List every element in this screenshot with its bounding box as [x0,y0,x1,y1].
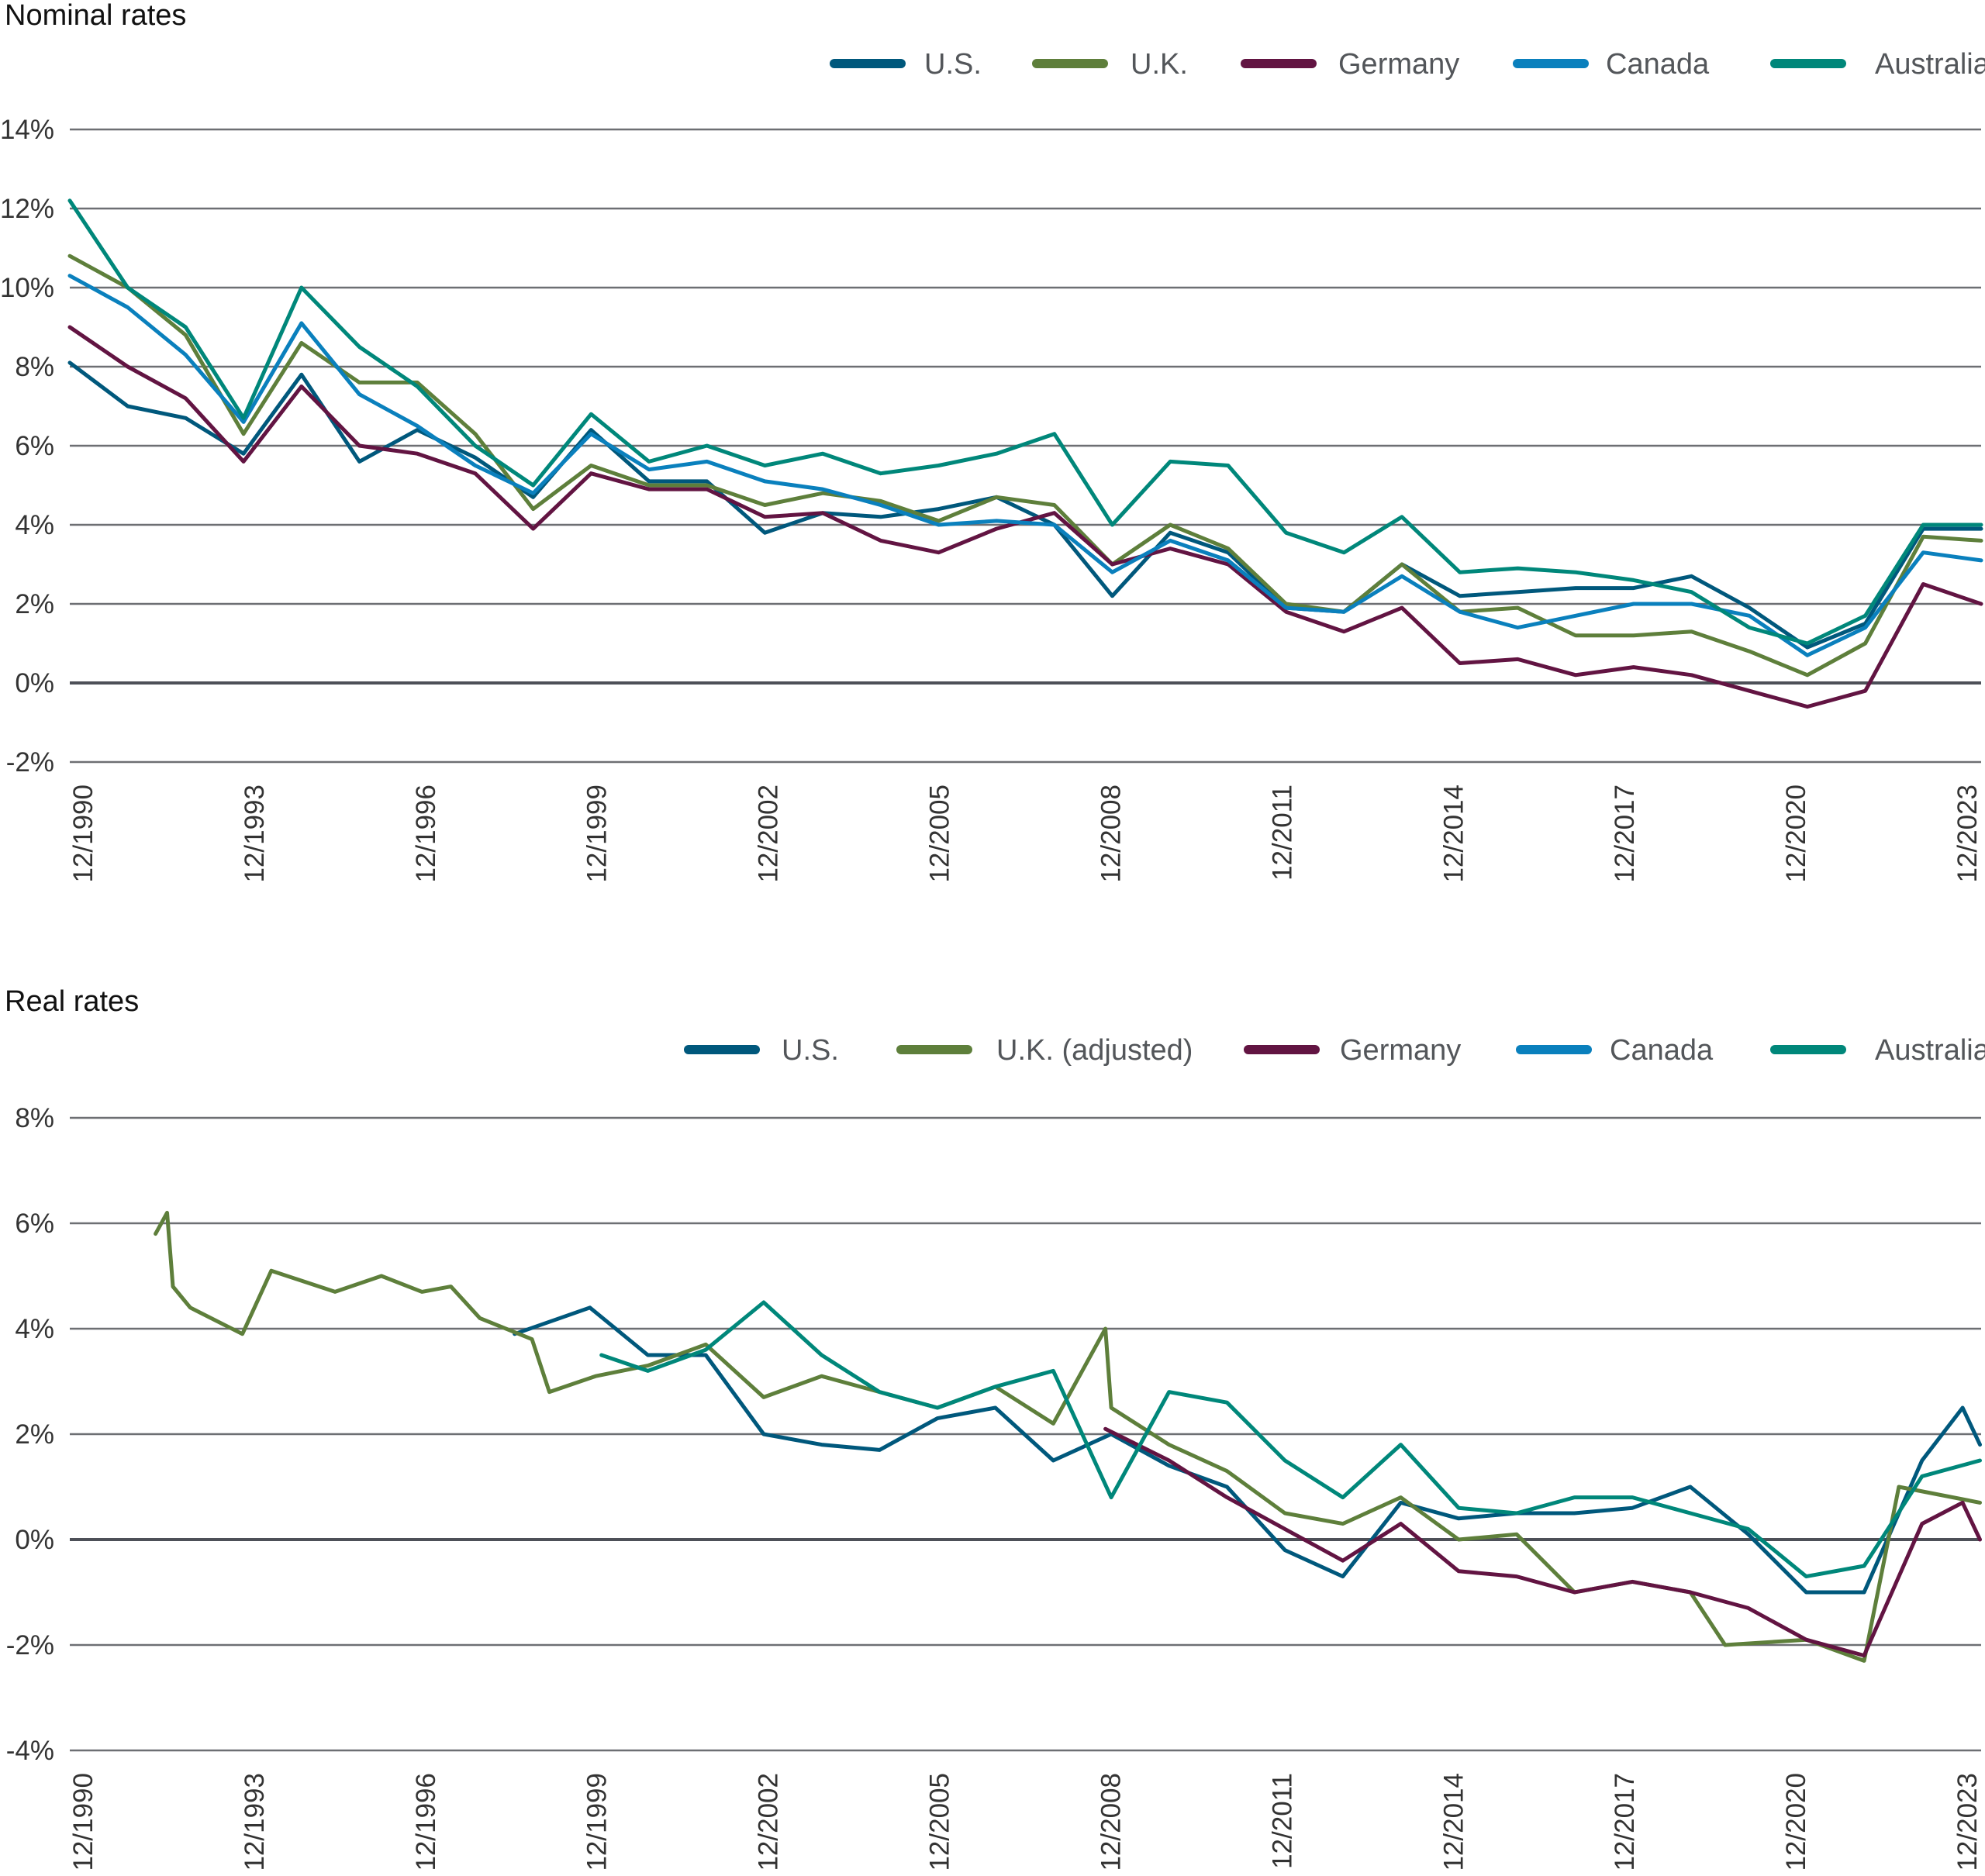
legend-label: Australia [1875,48,1985,81]
legend-label: U.S. [782,1034,839,1067]
x-tick-label: 12/2023 [1952,1773,1983,1871]
x-tick-label: 12/1990 [68,785,98,883]
x-tick-label: 12/2020 [1781,1773,1811,1871]
legend-label: Canada [1606,48,1710,81]
y-tick-label: -2% [6,1630,54,1660]
legend-label: Australia [1875,1034,1985,1067]
legend-label: U.K. [1131,48,1188,81]
series-line-canada [67,274,1983,657]
x-tick-label: 12/1996 [411,1773,441,1871]
x-tick-label: 12/2020 [1781,785,1811,883]
x-tick-label: 12/2023 [1952,785,1983,883]
y-tick-label: 12% [0,194,54,224]
series-line-australia [67,198,1983,646]
y-tick-label: 2% [15,1419,54,1450]
series-line-uk [67,253,1983,678]
x-tick-label: 12/2008 [1096,785,1126,883]
series-line-us [67,360,1983,650]
series-line-australia [599,1300,1982,1579]
nominal-legend: U.S. U.K. Germany Canada Australia [830,48,1985,81]
x-tick-label: 12/2002 [754,785,784,883]
x-tick-label: 12/1990 [68,1773,98,1871]
x-tick-label: 12/2011 [1267,785,1297,881]
x-tick-label: 12/1993 [240,785,270,883]
nominal-chart: 14% 12% 10% 8% 6% 4% 2% 0% -2% 12/1990 12/1993 12/1… [0,115,1983,883]
series-line-uk [154,1210,1982,1663]
y-tick-label: -4% [6,1736,54,1766]
x-tick-label: 12/2017 [1610,1773,1640,1871]
y-tick-label: 10% [0,273,54,303]
y-tick-label: 8% [15,1103,54,1133]
legend-label: Germany [1340,1034,1461,1067]
series-line-germany [67,325,1983,709]
x-tick-label: 12/2011 [1267,1773,1297,1869]
x-tick-label: 12/1993 [240,1773,270,1871]
x-tick-label: 12/2008 [1096,1773,1126,1871]
x-tick-label: 12/2017 [1610,785,1640,883]
x-tick-label: 12/1999 [582,785,613,883]
legend-label: U.K. (adjusted) [996,1034,1193,1067]
x-tick-label: 12/2014 [1438,1773,1469,1871]
x-tick-label: 12/1999 [582,1773,613,1871]
series-line-us [513,1305,1982,1595]
real-legend: U.S. U.K. (adjusted) Germany Canada Australi… [684,1034,1985,1067]
nominal-chart-title: Nominal rates [5,0,186,32]
x-tick-label: 12/2002 [754,1773,784,1871]
real-chart: 8% 6% 4% 2% 0% -2% -4% 12/1990 12/1993 12/1996 12/… [6,1103,1983,1871]
legend-label: U.S. [924,48,982,81]
y-tick-label: 6% [15,1209,54,1239]
legend-label: Canada [1610,1034,1714,1067]
y-tick-label: 6% [15,431,54,461]
x-tick-label: 12/2014 [1438,785,1469,883]
y-tick-label: 2% [15,589,54,619]
real-chart-title: Real rates [5,985,139,1018]
x-tick-label: 12/2005 [925,1773,955,1871]
y-tick-label: 4% [15,510,54,540]
legend-label: Germany [1338,48,1459,81]
y-tick-label: -2% [6,747,54,778]
x-tick-label: 12/2005 [925,785,955,883]
y-tick-label: 4% [15,1314,54,1344]
series-line-germany [1103,1426,1982,1658]
x-tick-label: 12/1996 [411,785,441,883]
y-tick-label: 0% [15,1525,54,1555]
y-tick-label: 14% [0,115,54,145]
y-tick-label: 0% [15,668,54,698]
y-tick-label: 8% [15,352,54,382]
